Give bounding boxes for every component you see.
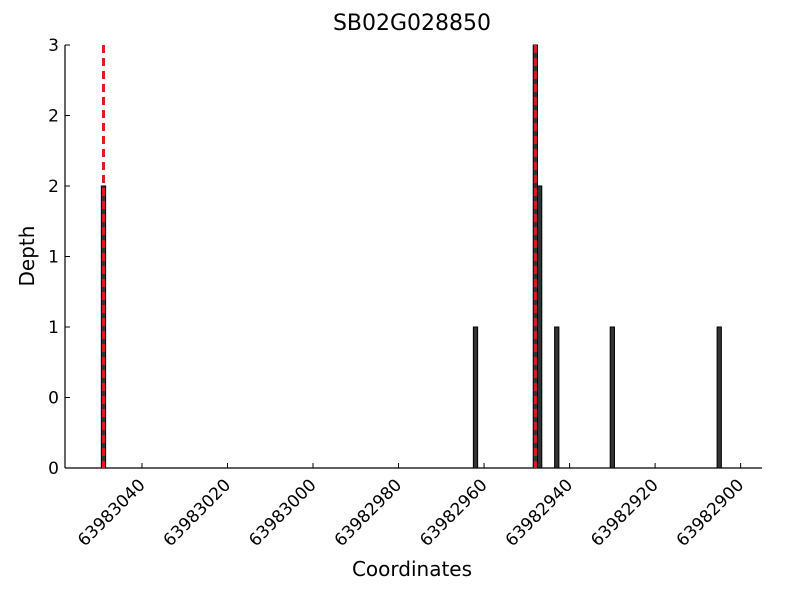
bar bbox=[472, 326, 479, 469]
bar bbox=[609, 326, 615, 469]
x-tick-label: 63983000 bbox=[245, 475, 320, 550]
y-tick-label: 2 bbox=[48, 107, 59, 127]
x-tick-label: 63982960 bbox=[416, 475, 491, 550]
x-tick-label: 63982940 bbox=[502, 475, 577, 550]
y-tick-label: 1 bbox=[48, 318, 59, 338]
bar bbox=[537, 185, 543, 469]
y-axis-label: Depth bbox=[15, 226, 39, 287]
x-tick-label: 63982980 bbox=[331, 475, 406, 550]
y-tick-label: 2 bbox=[48, 177, 59, 197]
x-tick-label: 63982920 bbox=[587, 475, 662, 550]
y-tick-label: 0 bbox=[48, 389, 59, 409]
bar bbox=[716, 326, 722, 469]
x-axis-label: Coordinates bbox=[352, 557, 472, 581]
x-tick-label: 63982900 bbox=[673, 475, 748, 550]
y-tick-label: 0 bbox=[48, 459, 59, 479]
x-tick-label: 63983040 bbox=[74, 475, 149, 550]
bar bbox=[554, 326, 560, 469]
y-tick-label: 3 bbox=[48, 36, 59, 56]
chart-title: SB02G028850 bbox=[333, 11, 491, 36]
x-tick-label: 63983020 bbox=[160, 475, 235, 550]
y-tick-label: 1 bbox=[48, 248, 59, 268]
